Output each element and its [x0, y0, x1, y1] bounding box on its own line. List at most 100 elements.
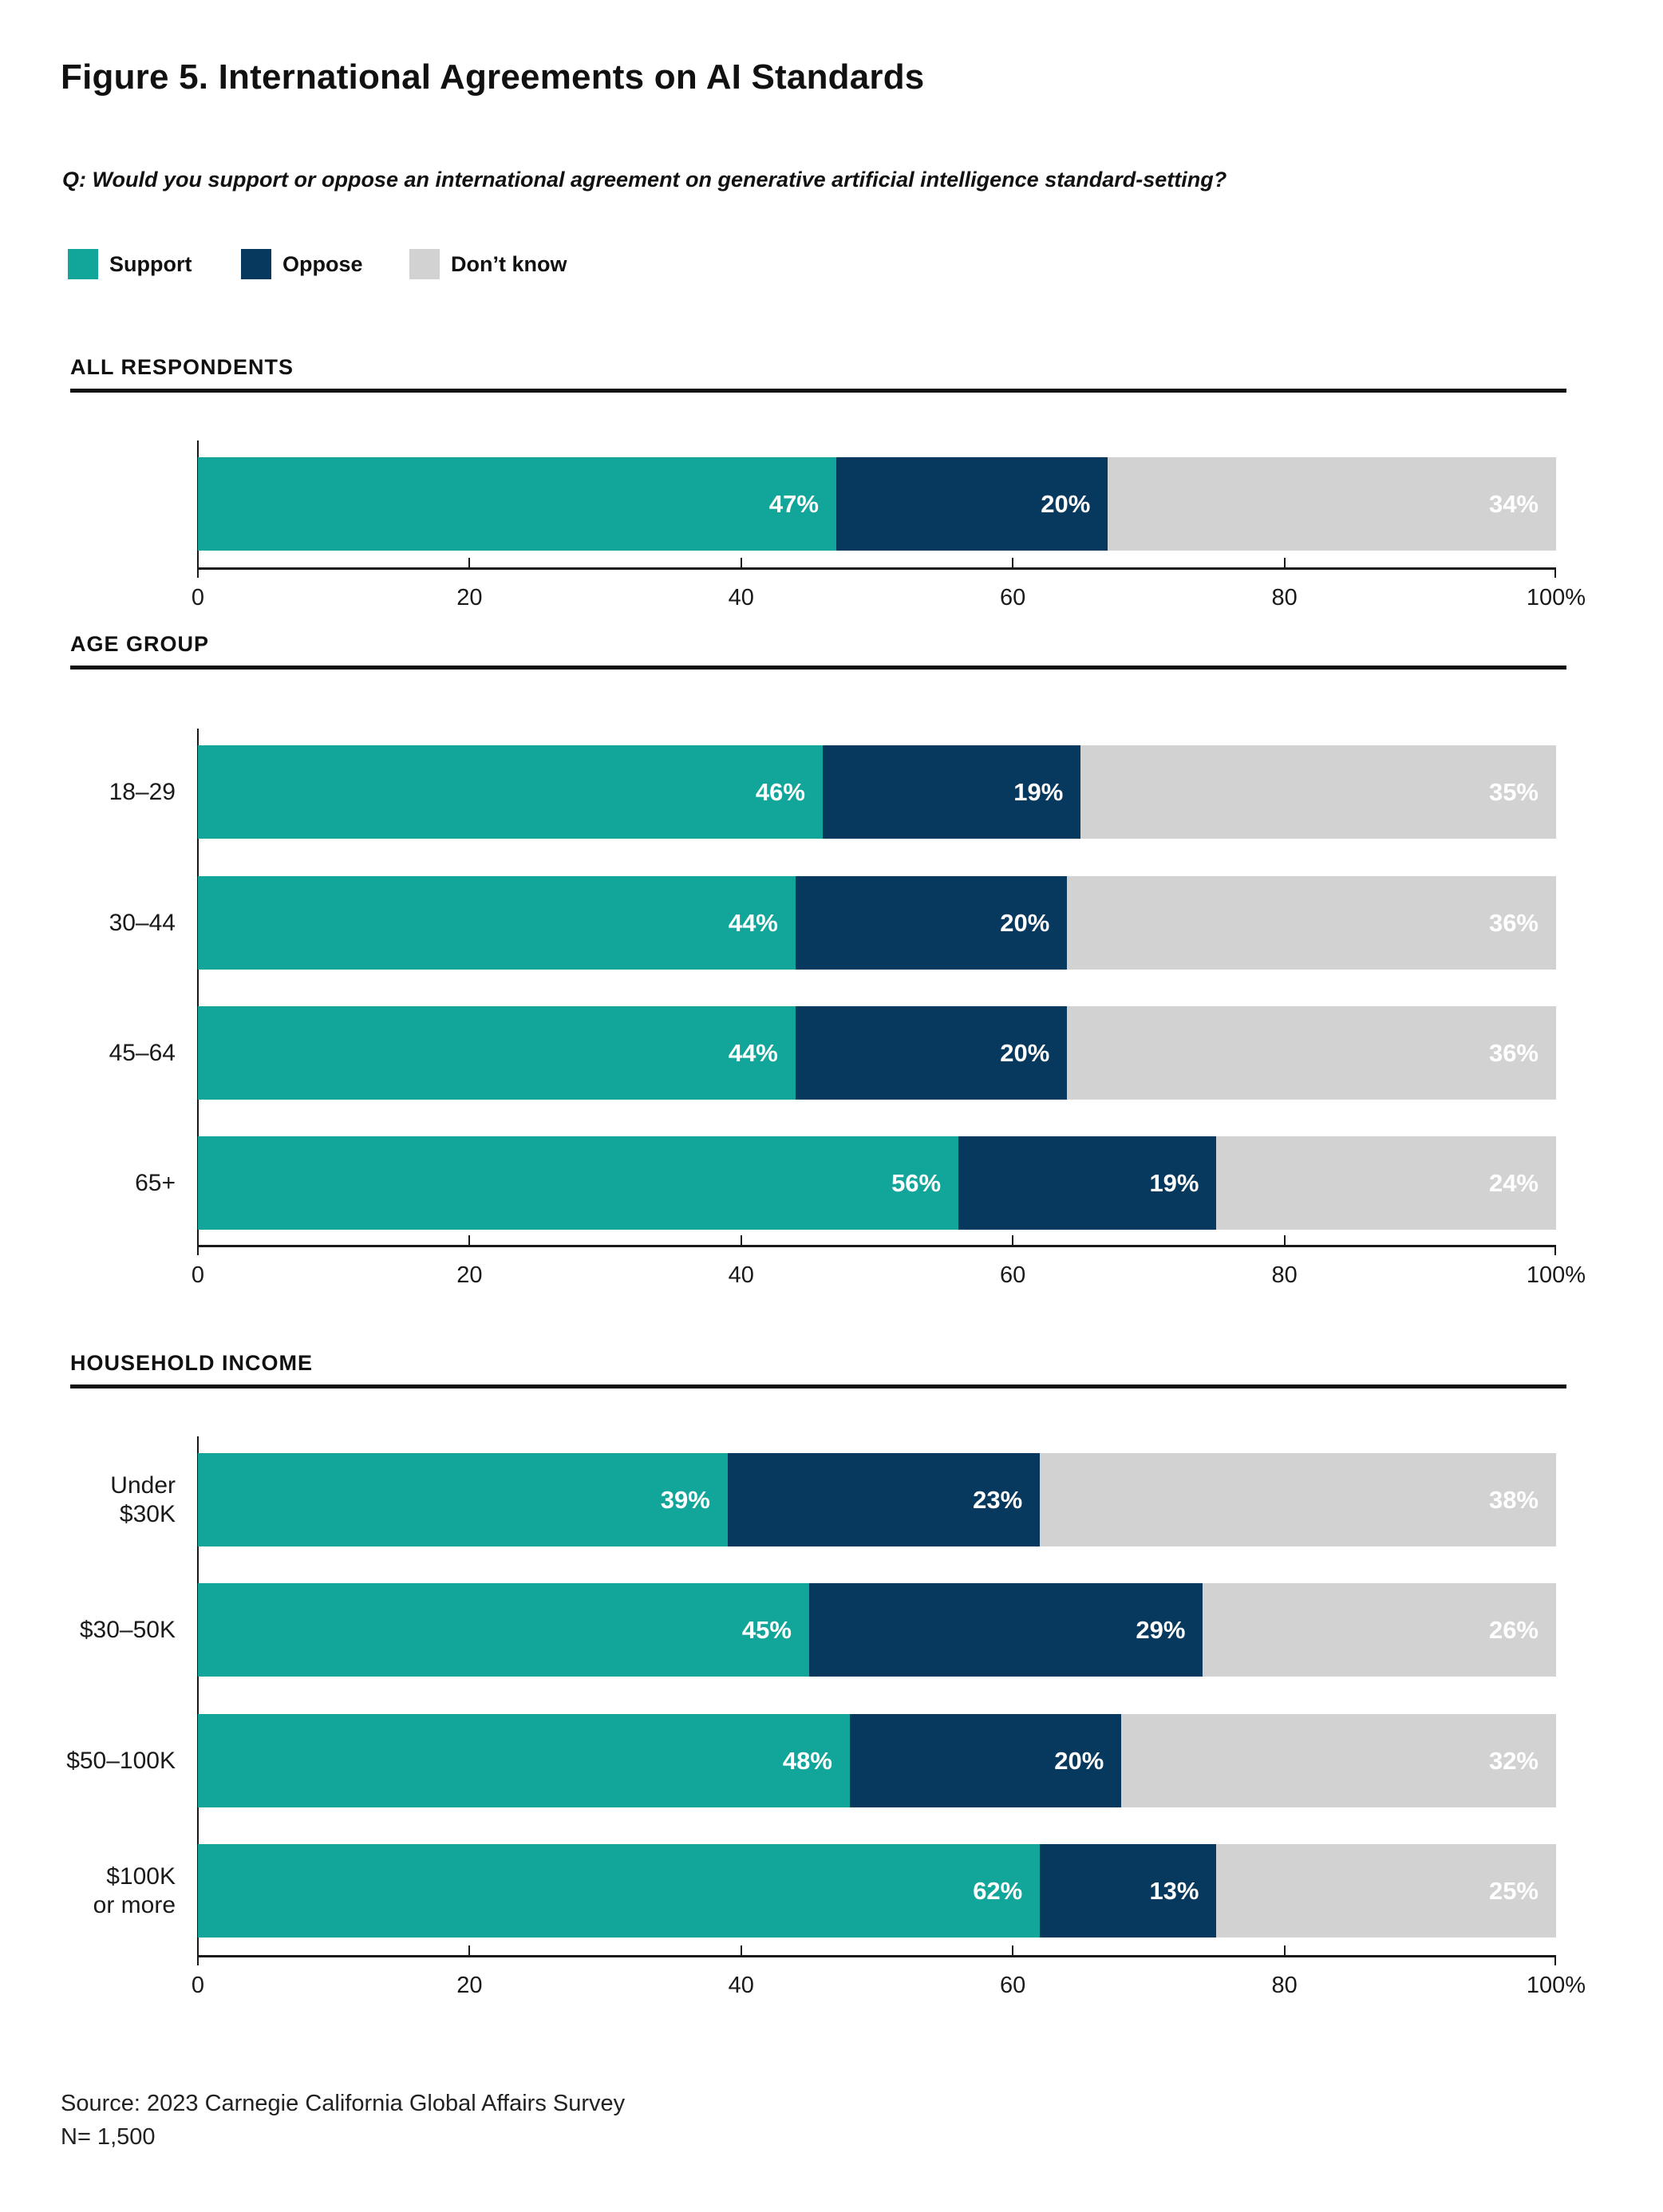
segment-value-label: 19% [1149, 1168, 1199, 1197]
segment-value-label: 20% [1000, 1038, 1050, 1067]
bar-segment-support: 56% [198, 1136, 959, 1230]
axis-tick [1554, 1955, 1556, 1965]
axis-tick-label: 80 [1271, 1973, 1298, 1998]
axis-tick [1012, 1945, 1014, 1955]
x-axis-line [198, 1955, 1556, 1957]
bar-segment-oppose: 13% [1040, 1844, 1217, 1937]
segment-value-label: 39% [660, 1485, 710, 1514]
axis-tick [1283, 1945, 1286, 1955]
axis-tick [740, 558, 742, 567]
figure-title: Figure 5. International Agreements on AI… [61, 57, 925, 97]
category-label: $100K or more [93, 1862, 176, 1918]
legend-label: Don’t know [451, 252, 567, 276]
category-label: $30–50K [79, 1616, 176, 1643]
bar-segment-support: 62% [198, 1844, 1041, 1937]
bar-segment-oppose: 20% [795, 1006, 1068, 1100]
category-label: $50–100K [66, 1747, 176, 1774]
bar-segment-dont_know: 26% [1203, 1583, 1556, 1677]
axis-tick-label: 0 [191, 585, 205, 610]
segment-value-label: 36% [1488, 1038, 1539, 1067]
segment-value-label: 46% [755, 777, 805, 806]
segment-value-label: 36% [1488, 908, 1539, 937]
axis-tick [468, 558, 471, 567]
axis-tick [740, 1945, 742, 1955]
stacked-bar: 44% 20% 36% [198, 876, 1556, 970]
segment-value-label: 45% [741, 1615, 792, 1644]
bar-segment-oppose: 29% [808, 1583, 1203, 1677]
axis-tick-label: 0 [191, 1262, 205, 1288]
x-axis-line [198, 567, 1556, 570]
y-axis-line [197, 729, 199, 1255]
bar-segment-support: 45% [198, 1583, 809, 1677]
legend-swatch-dont_know [409, 249, 440, 279]
segment-value-label: 56% [891, 1168, 942, 1197]
bar-segment-dont_know: 25% [1216, 1844, 1556, 1937]
bar-segment-support: 47% [198, 457, 836, 551]
bar-segment-oppose: 19% [958, 1136, 1217, 1230]
bar-segment-oppose: 20% [835, 457, 1108, 551]
axis-tick [1554, 567, 1556, 578]
axis-tick-label: 60 [1000, 1973, 1026, 1998]
stacked-bar: 47% 20% 34% [198, 457, 1556, 551]
bar-segment-oppose: 20% [795, 876, 1068, 970]
legend: Support Oppose Don’t know [0, 249, 1663, 279]
axis-tick [1283, 558, 1286, 567]
bar-segment-support: 44% [198, 876, 796, 970]
axis-tick-label: 40 [728, 585, 754, 610]
section-rule [70, 389, 1566, 393]
bar-segment-support: 48% [198, 1714, 850, 1807]
axis-tick [1012, 558, 1014, 567]
stacked-bar: 62% 13% 25% [198, 1844, 1556, 1937]
axis-tick [1012, 1235, 1014, 1245]
bar-segment-oppose: 23% [727, 1453, 1041, 1546]
axis-tick [468, 1235, 471, 1245]
segment-value-label: 35% [1488, 777, 1539, 806]
segment-value-label: 13% [1149, 1876, 1199, 1905]
axis-tick [468, 1945, 471, 1955]
segment-value-label: 20% [1000, 908, 1050, 937]
section-header: ALL RESPONDENTS [70, 355, 294, 379]
bar-segment-support: 39% [198, 1453, 728, 1546]
bar-segment-dont_know: 35% [1080, 745, 1556, 839]
bar-segment-dont_know: 36% [1067, 876, 1556, 970]
stacked-bar: 44% 20% 36% [198, 1006, 1556, 1100]
segment-value-label: 34% [1488, 489, 1539, 518]
stacked-bar: 39% 23% 38% [198, 1453, 1556, 1546]
stacked-bar: 46% 19% 35% [198, 745, 1556, 839]
segment-value-label: 26% [1488, 1615, 1539, 1644]
bar-segment-dont_know: 36% [1067, 1006, 1556, 1100]
legend-swatch-oppose [241, 249, 271, 279]
segment-value-label: 48% [782, 1746, 832, 1775]
segment-value-label: 19% [1013, 777, 1064, 806]
axis-tick-label: 60 [1000, 1262, 1026, 1288]
stacked-bar: 48% 20% 32% [198, 1714, 1556, 1807]
bar-segment-dont_know: 38% [1040, 1453, 1556, 1546]
axis-tick-label: 100% [1526, 585, 1586, 610]
category-label: Under $30K [110, 1471, 176, 1527]
axis-tick-label: 80 [1271, 1262, 1298, 1288]
category-label: 45–64 [109, 1039, 176, 1066]
segment-value-label: 47% [768, 489, 819, 518]
legend-swatch-support [68, 249, 98, 279]
axis-tick-label: 0 [191, 1973, 205, 1998]
axis-tick [740, 1235, 742, 1245]
y-axis-line [197, 1436, 199, 1965]
axis-tick-label: 40 [728, 1973, 754, 1998]
bar-segment-oppose: 20% [849, 1714, 1122, 1807]
segment-value-label: 23% [973, 1485, 1023, 1514]
bar-segment-support: 44% [198, 1006, 796, 1100]
stacked-bar: 45% 29% 26% [198, 1583, 1556, 1677]
segment-value-label: 32% [1488, 1746, 1539, 1775]
axis-tick-label: 20 [456, 1262, 483, 1288]
sample-size-text: N= 1,500 [61, 2124, 156, 2150]
bar-segment-dont_know: 34% [1108, 457, 1556, 551]
category-label: 30–44 [109, 909, 176, 936]
section-header: HOUSEHOLD INCOME [70, 1351, 314, 1375]
section-header: AGE GROUP [70, 632, 210, 656]
legend-label: Oppose [282, 252, 363, 276]
axis-tick-label: 60 [1000, 585, 1026, 610]
stacked-bar: 56% 19% 24% [198, 1136, 1556, 1230]
segment-value-label: 44% [728, 1038, 778, 1067]
bar-segment-support: 46% [198, 745, 823, 839]
